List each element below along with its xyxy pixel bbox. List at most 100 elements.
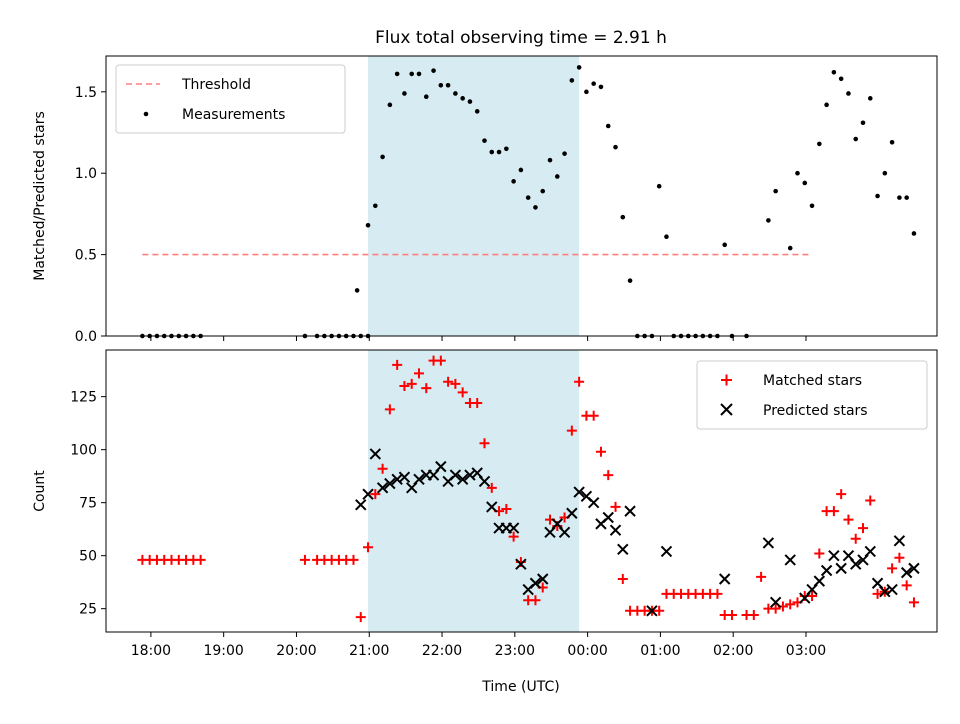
x-axis-label: Time (UTC) [481,679,559,695]
measurement-point [365,223,371,228]
measurement-point [817,141,822,147]
measurement-point [664,234,669,239]
x-tick-label: 22:00 [422,643,462,659]
x-tick-label: 20:00 [276,643,316,659]
measurement-point [489,149,495,155]
matched-star-point [843,514,854,525]
matched-star-point [574,376,585,387]
measurement-point [354,288,360,293]
matched-star-point [654,605,665,616]
measurement-point [613,144,618,150]
top-y-tick-label: 0.0 [75,329,97,345]
measurement-point [605,123,611,129]
predicted-star-point [762,537,775,549]
matched-star-point [908,597,919,608]
measurement-point [380,154,385,160]
predicted-star-point [369,448,382,460]
measurement-point [445,83,451,88]
measurement-point [394,71,400,77]
matched-star-point [195,554,206,565]
measurement-point [387,102,393,108]
matched-star-point [850,533,861,544]
top-panel: 0.0 0.5 1.0 1.5 Matched/Predicted stars Thr… [32,55,938,345]
top-y-tick-label: 1.0 [75,166,97,182]
measurement-point [402,91,407,96]
measurement-point [904,195,909,200]
matched-star-point [450,378,461,389]
measurement-point [496,149,502,155]
predicted-star-point [529,577,542,589]
matched-star-point [857,523,868,534]
predicted-star-point [769,596,782,609]
legend-matched-label: Matched stars [763,373,862,389]
matched-star-point [501,504,512,515]
matched-star-point [384,404,395,415]
matched-star-point [421,383,432,394]
matched-star-point [479,438,490,449]
bottom-y-ticks: 25 50 75 100 125 [70,390,106,618]
legend-threshold-label: Threshold [181,77,251,93]
measurement-point [787,245,793,251]
measurement-point [831,69,837,75]
measurement-point [598,84,604,90]
measurement-point [467,99,473,104]
matched-star-point [603,470,614,481]
matched-star-point [370,489,381,500]
x-tick-label: 03:00 [786,643,826,659]
bot-y-tick-label: 100 [70,443,97,459]
predicted-star-point [449,469,462,481]
bottom-legend-box [696,360,928,430]
predicted-star-point [850,558,862,570]
predicted-star-point [879,586,891,598]
predicted-star-point [646,605,658,617]
measurement-point [846,91,851,96]
measurement-point [453,91,458,96]
matched-star-point [712,588,723,599]
bot-y-tick-label: 25 [79,602,97,618]
top-y-ticks: 0.0 0.5 1.0 1.5 [75,85,106,345]
matched-star-point [748,610,759,621]
bot-y-tick-label: 75 [79,496,97,512]
x-tick-label: 00:00 [567,643,607,659]
matched-star-point [299,554,310,565]
predicted-star-point [820,564,833,577]
predicted-star-point [609,524,622,536]
top-y-axis-label: Matched/Predicted stars [32,111,48,281]
predicted-star-point [464,469,476,481]
x-tick-label: 02:00 [713,643,753,659]
matched-star-point [807,590,818,601]
measurement-point [518,167,524,173]
measurement-point [838,76,844,82]
predicted-star-point [784,554,796,566]
predicted-star-point [413,473,425,486]
measurement-point [860,120,866,126]
measurement-point [576,65,582,70]
measurement-point [911,231,917,236]
matched-star-point [486,482,497,493]
predicted-star-point [537,573,549,585]
measurement-point [409,71,415,77]
predicted-star-point [355,499,367,511]
predicted-star-point [900,566,913,579]
measurement-point [504,146,509,152]
measurement-point [438,83,444,88]
measurement-point [554,174,560,179]
measurement-point [423,94,429,99]
measurement-point [474,109,480,114]
top-y-tick-label: 0.5 [75,248,97,264]
matched-star-point [457,387,468,398]
matched-star-point [785,599,796,610]
predicted-star-point [617,543,629,556]
matched-stars-points [137,355,919,623]
predicted-star-point [384,477,396,490]
matched-star-point [595,446,606,457]
matched-star-point [901,580,912,591]
predicted-stars-points [355,448,920,617]
matched-star-point [756,571,767,582]
x-tick-label: 01:00 [640,643,680,659]
bottom-panel: 25 50 75 100 125 18:00 19:00 20:00 21:00 22:00 23… [32,349,938,695]
measurement-point [511,179,516,184]
predicted-star-point [813,575,826,587]
matched-star-point [348,554,359,565]
predicted-star-point [573,486,585,498]
